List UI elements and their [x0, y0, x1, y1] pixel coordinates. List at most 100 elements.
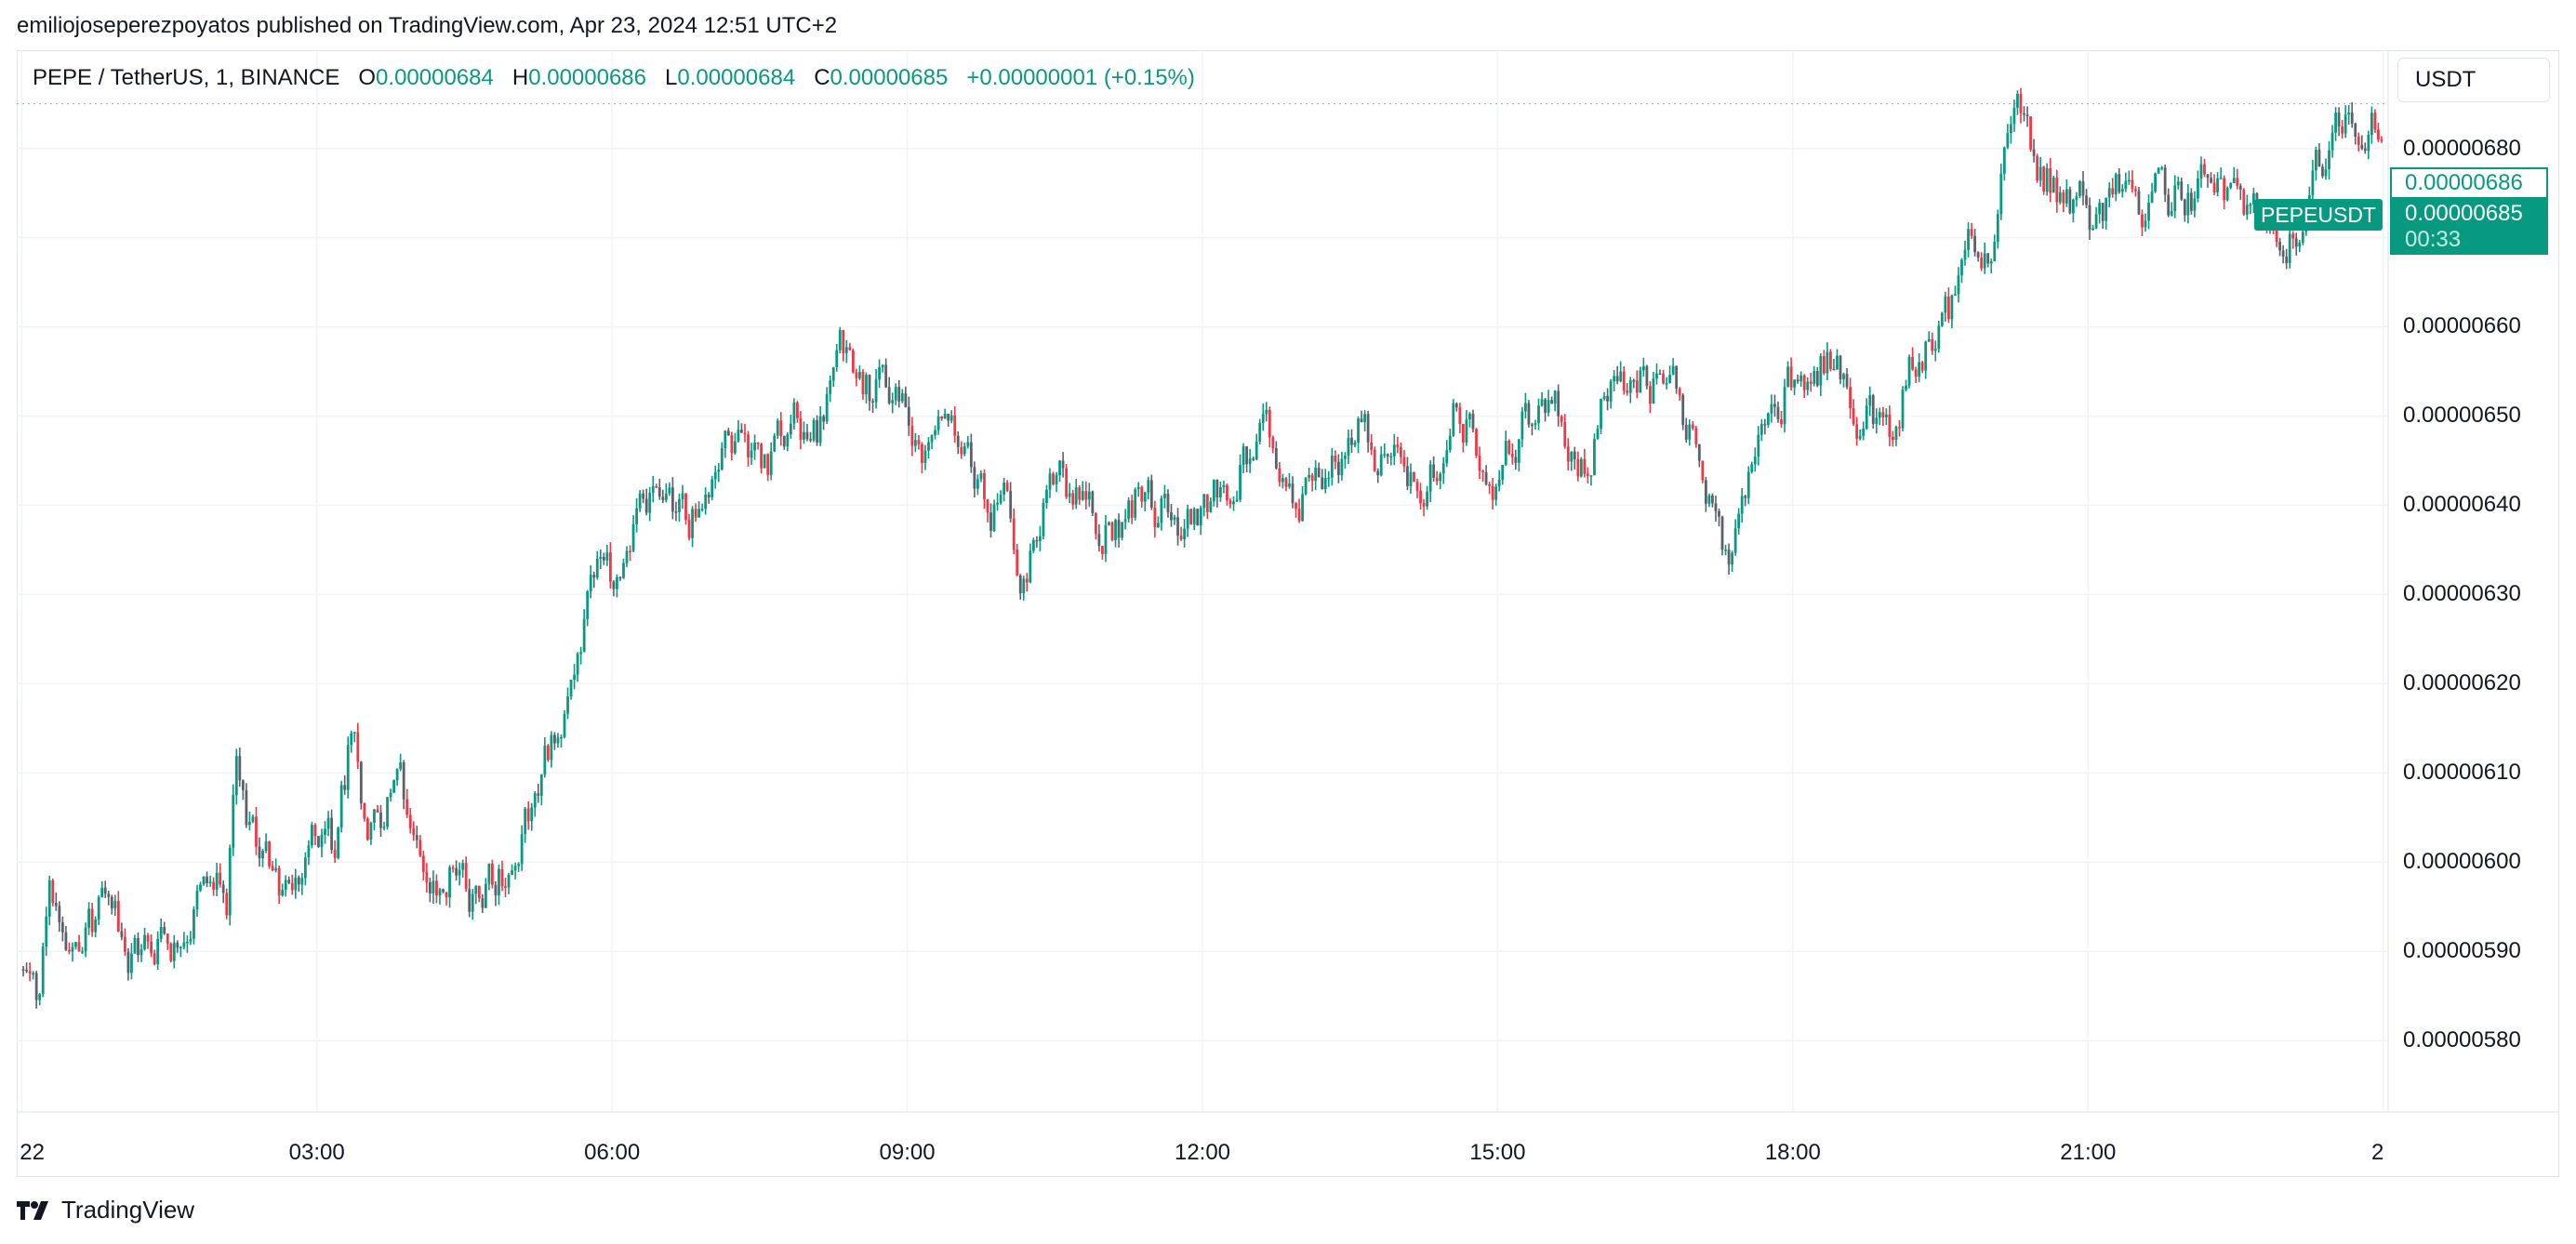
candle-body	[1697, 443, 1701, 461]
candle-body	[428, 881, 432, 893]
candle-body	[1192, 509, 1196, 524]
candle-body	[2141, 214, 2144, 228]
candle-body	[963, 446, 966, 455]
candle-body	[1711, 495, 1714, 504]
bar-countdown: 00:33	[2405, 227, 2462, 252]
candle-body	[1350, 437, 1353, 445]
candle-body	[999, 495, 1003, 503]
tradingview-brand[interactable]: TradingView	[17, 1196, 194, 1224]
candle-body	[386, 797, 389, 827]
candle-body	[25, 970, 28, 972]
candle-body	[208, 881, 212, 884]
candle-body	[408, 814, 412, 828]
candle-body	[1439, 473, 1442, 482]
candle-body	[1563, 421, 1567, 447]
candle-body	[779, 420, 783, 436]
candle-body	[550, 734, 553, 761]
candle-body	[1999, 173, 2003, 215]
candle-body	[153, 953, 156, 964]
candle-body	[1524, 403, 1527, 412]
candle-body	[94, 919, 98, 933]
candle-body	[1724, 549, 1727, 551]
candle-body	[2344, 114, 2347, 134]
currency-button[interactable]: USDT	[2397, 58, 2550, 102]
candle-body	[2328, 150, 2330, 169]
candle-body	[2377, 129, 2380, 140]
candle-body	[1892, 437, 1894, 441]
candle-body	[172, 942, 176, 961]
candle-body	[369, 822, 373, 840]
candle-body	[2105, 197, 2108, 221]
publisher-line: emiliojoseperezpoyatos published on Trad…	[17, 13, 838, 38]
candle-body	[726, 430, 730, 436]
candle-body	[221, 884, 225, 893]
candle-body	[747, 434, 750, 458]
candle-body	[1983, 253, 1986, 269]
candle-body	[232, 795, 235, 848]
candle-body	[2107, 188, 2111, 198]
legend-symbol[interactable]: PEPE / TetherUS, 1, BINANCE	[33, 65, 340, 90]
candle-body	[1373, 449, 1376, 471]
candle-body	[842, 330, 845, 353]
candle-body	[691, 509, 694, 538]
candle-body	[1494, 486, 1498, 500]
candle-body	[1110, 522, 1114, 540]
candle-body	[491, 863, 494, 885]
candle-body	[324, 828, 326, 836]
candle-body	[861, 372, 865, 395]
candle-body	[1976, 252, 1980, 258]
time-tick-label: 12:00	[1174, 1140, 1231, 1165]
candle-body	[435, 880, 438, 896]
candle-body	[1360, 418, 1363, 423]
candle-body	[297, 877, 300, 885]
candle-body	[576, 654, 579, 675]
candle-body	[543, 745, 547, 774]
candle-body	[1691, 424, 1694, 429]
candle-body	[753, 442, 756, 451]
candle-body	[1422, 503, 1426, 507]
candle-body	[1022, 578, 1026, 594]
candle-body	[1639, 370, 1642, 393]
candle-body	[1606, 395, 1609, 402]
candle-body	[1228, 500, 1232, 505]
candle-body	[927, 442, 930, 451]
candle-body	[1658, 373, 1662, 376]
candle-body	[251, 816, 255, 822]
candle-body	[1245, 446, 1249, 465]
candle-body	[2042, 166, 2046, 192]
candle-body	[1432, 464, 1436, 478]
candle-body	[668, 487, 671, 494]
chart-grid	[17, 50, 2388, 1112]
candle-body	[1678, 389, 1681, 395]
candle-body	[851, 350, 855, 373]
chart-frame[interactable]	[17, 50, 2559, 1177]
candle-body	[2251, 192, 2255, 205]
candle-body	[684, 493, 687, 521]
candle-body	[943, 414, 947, 419]
legend-close-value: 0.00000685	[830, 65, 949, 90]
candle-body	[805, 431, 809, 440]
candle-body	[1205, 494, 1209, 512]
candle-body	[373, 809, 376, 823]
candle-body	[816, 419, 818, 443]
candle-body	[1376, 470, 1380, 476]
candle-body	[487, 863, 491, 884]
candle-body	[317, 836, 320, 847]
price-tick-label: 0.00000590	[2403, 938, 2521, 964]
candle-body	[1576, 458, 1580, 477]
candle-body	[405, 799, 409, 815]
candle-body	[858, 372, 861, 378]
candle-body	[717, 469, 721, 472]
candle-body	[300, 878, 304, 885]
candle-body	[2367, 135, 2370, 152]
candle-body	[215, 872, 219, 890]
candle-body	[966, 442, 970, 447]
time-tick-label: 21:00	[2060, 1140, 2117, 1165]
candle-body	[989, 512, 992, 531]
candle-body	[822, 416, 826, 422]
candle-body	[878, 366, 881, 380]
candle-body	[2012, 107, 2016, 125]
candle-body	[1288, 483, 1291, 487]
candle-body	[1003, 483, 1006, 496]
